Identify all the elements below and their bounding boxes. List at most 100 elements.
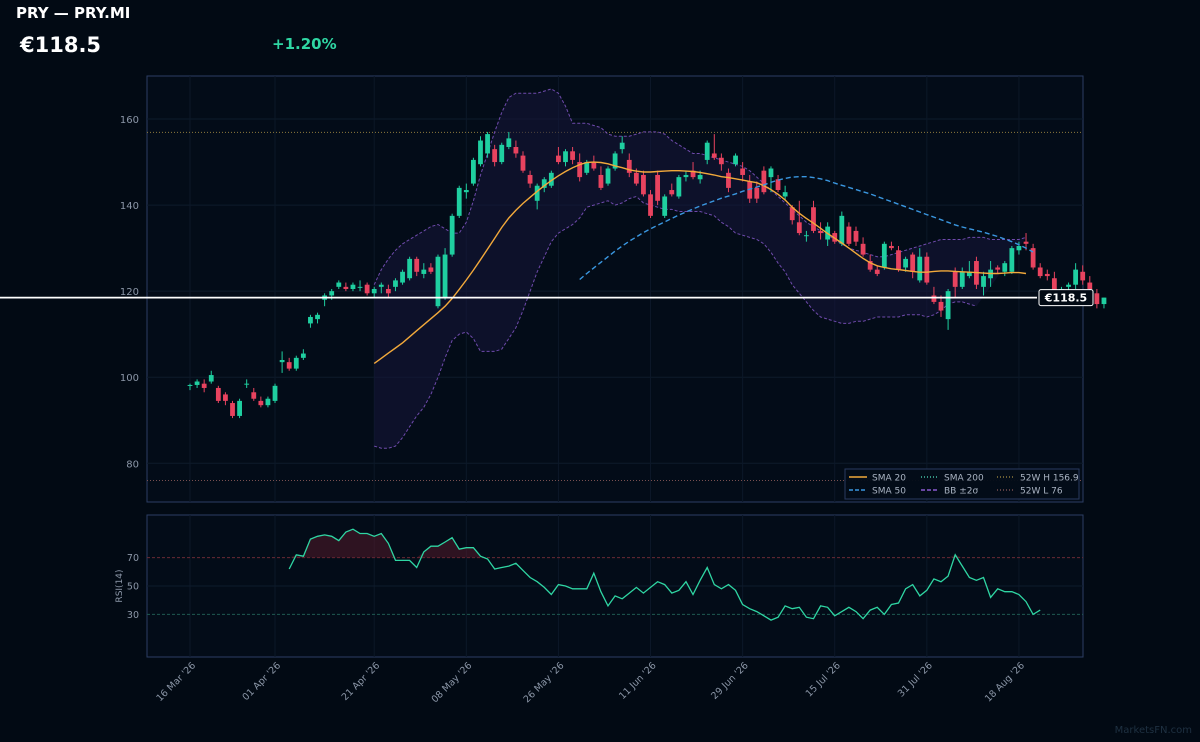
candle-body — [683, 174, 689, 178]
date-tick-label: 21 Apr '26 — [340, 660, 383, 703]
candle-body — [336, 282, 342, 287]
candle-body — [563, 151, 568, 163]
date-tick-label: 26 May '26 — [522, 660, 567, 705]
candle-body — [669, 190, 675, 195]
date-tick-label: 01 Apr '26 — [241, 660, 284, 703]
candle-body — [449, 215, 455, 255]
candle-body — [329, 291, 335, 296]
candle-body — [1016, 245, 1022, 251]
candle-body — [265, 398, 271, 406]
candle-body — [775, 179, 781, 191]
candle-body — [655, 174, 661, 201]
candle-body — [223, 394, 228, 401]
candle-body — [662, 196, 668, 216]
candle-body — [889, 245, 894, 249]
candle-body — [251, 392, 257, 399]
candle-body — [832, 233, 838, 242]
candle-body — [315, 314, 320, 320]
candle-body — [350, 284, 356, 289]
candle-body — [541, 179, 547, 188]
candle-body — [308, 316, 313, 324]
candle-body — [1087, 282, 1093, 289]
price-tick-label: 160 — [120, 115, 139, 126]
candle-body — [1044, 273, 1050, 277]
candle-body — [300, 353, 306, 358]
candle-body — [513, 147, 519, 154]
candle-body — [626, 159, 632, 173]
candle-body — [414, 258, 420, 272]
candle-body — [782, 192, 788, 197]
rsi-overbought-fill — [289, 529, 1041, 558]
candle-body — [393, 280, 398, 287]
candle-body — [740, 168, 746, 175]
legend-label-sma200: SMA 200 — [944, 474, 984, 484]
candle-body — [1094, 293, 1100, 305]
candle-body — [931, 295, 937, 302]
chart-title: PRY — PRY.MI — [16, 4, 131, 22]
candle-body — [952, 271, 958, 287]
candle-body — [435, 256, 441, 307]
candle-body — [718, 157, 724, 165]
date-tick-label: 18 Aug '26 — [983, 660, 1027, 704]
candle-body — [499, 144, 505, 163]
candle-body — [244, 383, 250, 385]
candle-body — [1073, 269, 1079, 285]
candle-body — [1030, 248, 1036, 268]
candle-body — [584, 162, 590, 173]
candle-body — [279, 360, 285, 363]
candle-body — [633, 172, 639, 184]
candle-body — [811, 207, 816, 231]
candle-body — [733, 155, 738, 165]
candle-body — [605, 168, 611, 184]
candle-body — [1101, 297, 1107, 305]
candle-body — [364, 284, 370, 294]
candle-body — [945, 291, 951, 320]
candle-body — [612, 153, 618, 169]
candle-body — [478, 140, 483, 165]
candle-body — [598, 174, 604, 188]
candle-body — [881, 243, 887, 268]
date-tick-label: 31 Jul '26 — [896, 660, 935, 699]
candle-body — [343, 286, 349, 289]
date-tick-label: 08 May '26 — [430, 660, 475, 705]
candle-body — [534, 185, 540, 201]
price-tick-label: 80 — [126, 459, 139, 470]
candle-body — [506, 138, 512, 147]
price-tick-label: 100 — [120, 373, 139, 384]
candle-body — [471, 159, 476, 184]
candle-body — [272, 385, 278, 401]
candle-body — [761, 170, 767, 193]
candle-body — [520, 155, 526, 171]
candle-body — [556, 155, 561, 163]
candle-body — [286, 362, 292, 369]
price-tick-label: 120 — [120, 287, 139, 298]
candle-body — [357, 286, 363, 288]
candle-body — [485, 134, 490, 154]
candle-body — [704, 142, 710, 160]
candle-body — [676, 177, 682, 197]
candle-body — [258, 400, 264, 406]
candle-body — [867, 261, 873, 270]
last-price-tag-label: €118.5 — [1044, 292, 1087, 305]
candle-body — [577, 162, 583, 178]
candle-body — [1080, 271, 1086, 281]
rsi-axis-label: RSI(14) — [115, 569, 125, 602]
last-price-tag — [1038, 289, 1094, 307]
candle-body — [711, 153, 717, 158]
candle-body — [910, 254, 916, 272]
legend: SMA 20 SMA 50 SMA 200 BB ±2σ 52W H 156.9 52W … — [844, 468, 1080, 500]
price-tick-label: 140 — [120, 201, 139, 212]
candle-body — [230, 403, 235, 416]
rsi-line — [288, 528, 1041, 621]
candle-body — [648, 194, 653, 216]
candle-body — [492, 149, 498, 163]
candle-body — [768, 168, 774, 178]
candle-body — [917, 256, 923, 281]
candle-body — [754, 187, 760, 199]
candle-body — [1037, 267, 1043, 277]
candle-body — [796, 222, 802, 234]
legend-label-lo_line: 52W L 76 — [1020, 487, 1063, 497]
candle-body — [208, 375, 214, 382]
date-tick-label: 16 Mar '26 — [154, 660, 198, 704]
